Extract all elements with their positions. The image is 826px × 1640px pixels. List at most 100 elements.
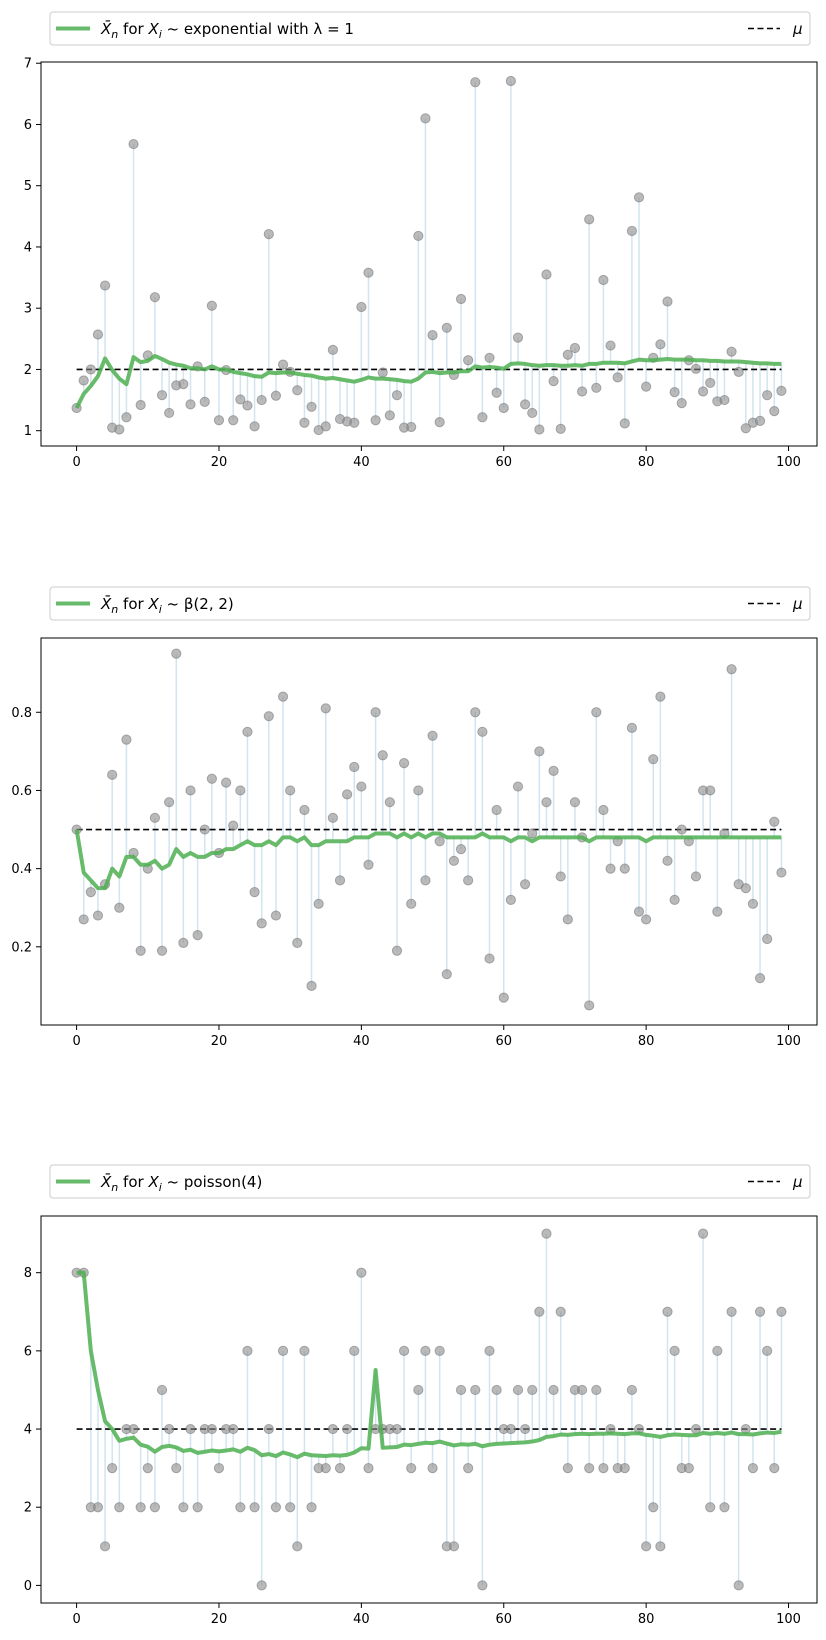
sample-point: [243, 727, 252, 736]
x-tick-label: 40: [353, 1034, 370, 1049]
sample-point: [421, 114, 430, 123]
sample-point: [250, 1503, 259, 1512]
sample-point: [698, 1229, 707, 1238]
sample-point: [471, 708, 480, 717]
sample-point: [250, 887, 259, 896]
sample-point: [556, 872, 565, 881]
sample-point: [763, 934, 772, 943]
sample-point: [535, 1307, 544, 1316]
x-tick-label: 100: [776, 1034, 801, 1049]
sample-point: [563, 915, 572, 924]
sample-point: [706, 786, 715, 795]
sample-point: [542, 1229, 551, 1238]
sample-point: [528, 829, 537, 838]
sample-point: [300, 1346, 309, 1355]
y-tick-label: 0.8: [11, 706, 32, 721]
sample-point: [271, 1503, 280, 1512]
sample-point: [357, 1268, 366, 1277]
sample-point: [663, 1307, 672, 1316]
y-tick-label: 5: [24, 179, 32, 194]
sample-point: [93, 1503, 102, 1512]
sample-point: [86, 887, 95, 896]
sample-point: [763, 1346, 772, 1355]
sample-point: [278, 360, 287, 369]
sample-point: [414, 231, 423, 240]
x-tick-label: 40: [353, 455, 370, 470]
sample-point: [129, 139, 138, 148]
sample-point: [734, 1581, 743, 1590]
sample-point: [100, 1542, 109, 1551]
y-tick-label: 0.4: [11, 862, 32, 877]
sample-point: [414, 1385, 423, 1394]
sample-point: [136, 400, 145, 409]
sample-point: [727, 347, 736, 356]
legend-mu-label: μ: [792, 595, 803, 613]
sample-point: [713, 907, 722, 916]
sample-point: [435, 1346, 444, 1355]
sample-point: [649, 755, 658, 764]
sample-point: [449, 856, 458, 865]
sample-point: [150, 813, 159, 822]
sample-point: [229, 416, 238, 425]
sample-point: [691, 364, 700, 373]
sample-point: [499, 403, 508, 412]
sample-point: [136, 1503, 145, 1512]
sample-point: [129, 1424, 138, 1433]
sample-point: [656, 1542, 665, 1551]
y-tick-label: 0.2: [11, 940, 32, 955]
sample-point: [335, 876, 344, 885]
legend: X̄n for Xi ~ β(2, 2) μ: [50, 587, 810, 620]
sample-point: [542, 798, 551, 807]
sample-point: [456, 294, 465, 303]
sample-point: [577, 387, 586, 396]
sample-point: [378, 751, 387, 760]
sample-point: [442, 323, 451, 332]
sample-point: [748, 899, 757, 908]
legend-xi: X: [147, 595, 159, 613]
sample-point: [613, 373, 622, 382]
sample-point: [179, 938, 188, 947]
sample-point: [456, 844, 465, 853]
chart-panel-2: 0 20 40 60 80 1000.20.40.60.8X̄n for Xi ~ β(2…: [11, 587, 817, 1049]
x-tick-label: 0: [72, 455, 80, 470]
sample-point: [207, 301, 216, 310]
sample-point: [222, 778, 231, 787]
sample-point: [627, 723, 636, 732]
sample-point: [257, 919, 266, 928]
sample-point: [513, 333, 522, 342]
sample-point: [186, 1424, 195, 1433]
sample-point: [656, 340, 665, 349]
y-tick-label: 4: [24, 240, 32, 255]
sample-point: [485, 1346, 494, 1355]
legend-xi: X: [147, 20, 159, 38]
sample-point: [485, 353, 494, 362]
legend-dist: ~ exponential with λ = 1: [162, 20, 354, 38]
sample-point: [399, 1346, 408, 1355]
y-tick-label: 0: [24, 1579, 32, 1594]
sample-point: [670, 895, 679, 904]
sample-point: [293, 938, 302, 947]
sample-point: [442, 970, 451, 979]
sample-point: [464, 876, 473, 885]
sample-point: [585, 215, 594, 224]
sample-point: [577, 1385, 586, 1394]
sample-point: [606, 341, 615, 350]
sample-point: [464, 356, 473, 365]
sample-point: [492, 388, 501, 397]
sample-point: [165, 408, 174, 417]
sample-point: [307, 981, 316, 990]
sample-point: [136, 946, 145, 955]
sample-point: [165, 798, 174, 807]
sample-point: [556, 1307, 565, 1316]
sample-point: [243, 1346, 252, 1355]
sample-point: [264, 1424, 273, 1433]
sample-point: [698, 387, 707, 396]
y-tick-label: 2: [24, 1501, 32, 1516]
sample-point: [278, 692, 287, 701]
legend: X̄n for Xi ~ exponential with λ = 1μ: [50, 12, 810, 45]
x-tick-label: 60: [495, 1034, 512, 1049]
sample-point: [328, 1424, 337, 1433]
sample-point: [599, 1464, 608, 1473]
sample-point: [250, 422, 259, 431]
